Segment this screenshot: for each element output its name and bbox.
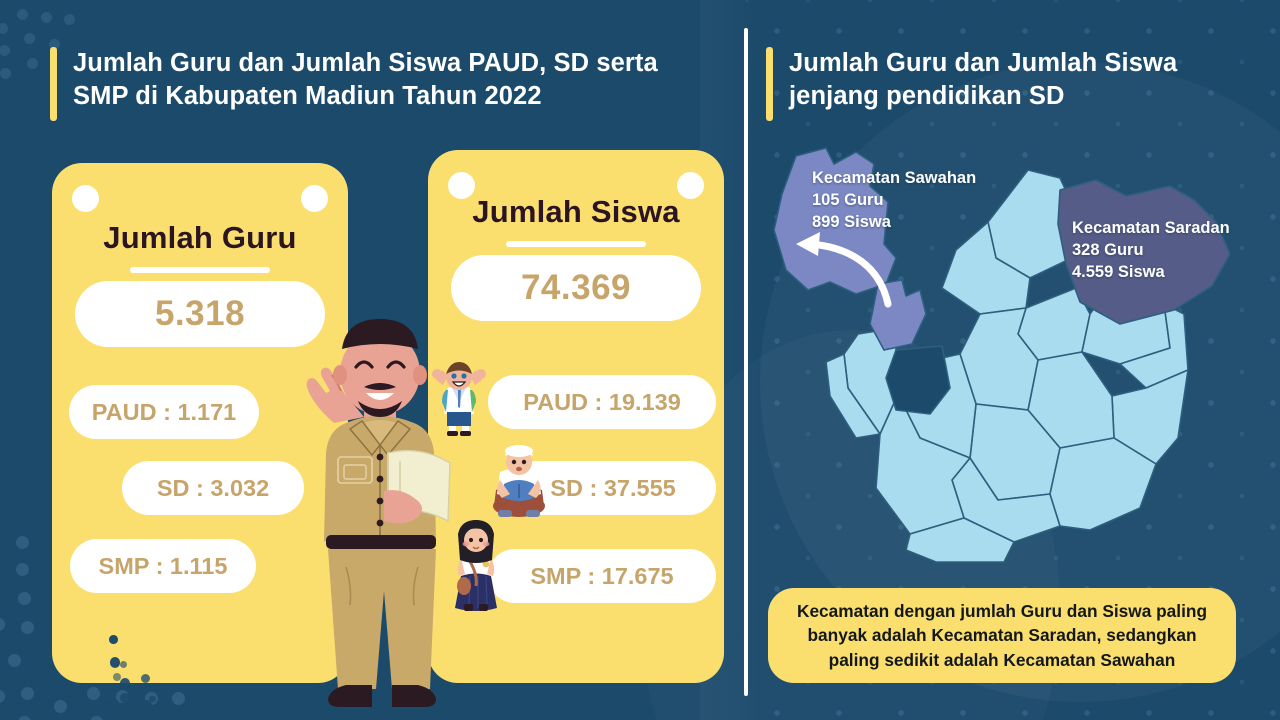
decor-ring-dots-top-left (0, 0, 150, 150)
decor-dot-scatter (104, 633, 254, 720)
card-hole-right-icon (301, 185, 328, 212)
sawahan-district-name: Kecamatan Sawahan (812, 169, 977, 187)
student-paud-illustration (432, 362, 486, 436)
map-district-dolopo (905, 517, 1015, 563)
map-highlight-sawahan (869, 279, 927, 351)
card-siswa-rule (506, 241, 646, 247)
saradan-teacher-count: 328 Guru (1072, 240, 1144, 259)
card-siswa-total: 74.369 (451, 255, 701, 321)
left-title-text: Jumlah Guru dan Jumlah Siswa PAUD, SD se… (73, 47, 658, 113)
sawahan-student-count: 899 Siswa (812, 212, 891, 231)
card-siswa-smp-value: SMP : 17.675 (488, 549, 716, 603)
left-panel-title: Jumlah Guru dan Jumlah Siswa PAUD, SD se… (50, 47, 710, 121)
map-kabupaten-madiun: Kecamatan Sawahan 105 Guru 899 Siswa Kec… (760, 138, 1260, 578)
left-title-line1: Jumlah Guru dan Jumlah Siswa PAUD, SD se… (73, 49, 658, 77)
map-label-sawahan: Kecamatan Sawahan 105 Guru 899 Siswa (812, 168, 976, 234)
card-guru-sd-value: SD : 3.032 (122, 461, 304, 515)
card-guru-total: 5.318 (75, 281, 325, 347)
saradan-district-name: Kecamatan Saradan (1072, 219, 1230, 237)
card-hole-right-icon (677, 172, 704, 199)
card-hole-left-icon (72, 185, 99, 212)
card-guru-smp-value: SMP : 1.115 (70, 539, 256, 593)
teacher-illustration (306, 319, 451, 707)
card-siswa-sd-value: SD : 37.555 (510, 461, 716, 515)
sawahan-teacher-count: 105 Guru (812, 190, 884, 209)
right-title-line2: jenjang pendidikan SD (789, 82, 1065, 111)
student-smp-illustration (455, 520, 497, 611)
left-title-line2: SMP di Kabupaten Madiun Tahun 2022 (73, 82, 542, 111)
summary-caption-text: Kecamatan dengan jumlah Guru dan Siswa p… (796, 601, 1208, 670)
stat-card-guru: Jumlah Guru 5.318 PAUD : 1.171 SD : 3.03… (52, 163, 348, 720)
right-title-text: Jumlah Guru dan Jumlah Siswa jenjang pen… (789, 47, 1177, 113)
summary-caption-box: Kecamatan dengan jumlah Guru dan Siswa p… (768, 588, 1236, 683)
card-guru-heading: Jumlah Guru (103, 220, 297, 255)
saradan-student-count: 4.559 Siswa (1072, 262, 1165, 281)
title-accent-bar (50, 47, 57, 121)
map-svg (773, 147, 1231, 563)
card-siswa-heading: Jumlah Siswa (472, 194, 680, 229)
map-enclave-kota-madiun (885, 345, 951, 415)
card-guru-paud-value: PAUD : 1.171 (69, 385, 259, 439)
right-title-line1: Jumlah Guru dan Jumlah Siswa (789, 49, 1178, 77)
map-district-jiwan (1049, 437, 1157, 531)
student-sd-illustration (493, 445, 545, 517)
card-siswa-paud-value: PAUD : 19.139 (488, 375, 716, 429)
card-guru-rule (130, 267, 270, 273)
map-label-saradan: Kecamatan Saradan 328 Guru 4.559 Siswa (1072, 218, 1230, 284)
right-panel-title: Jumlah Guru dan Jumlah Siswa jenjang pen… (766, 47, 1236, 121)
map-callout-arrow-icon (796, 232, 892, 308)
title-accent-bar (766, 47, 773, 121)
map-district-west-notch (825, 353, 881, 439)
card-hole-left-icon (448, 172, 475, 199)
panel-divider (744, 28, 748, 696)
map-highlight-saradan (1057, 179, 1231, 325)
map-highlight-sawahan-inset (773, 147, 897, 295)
